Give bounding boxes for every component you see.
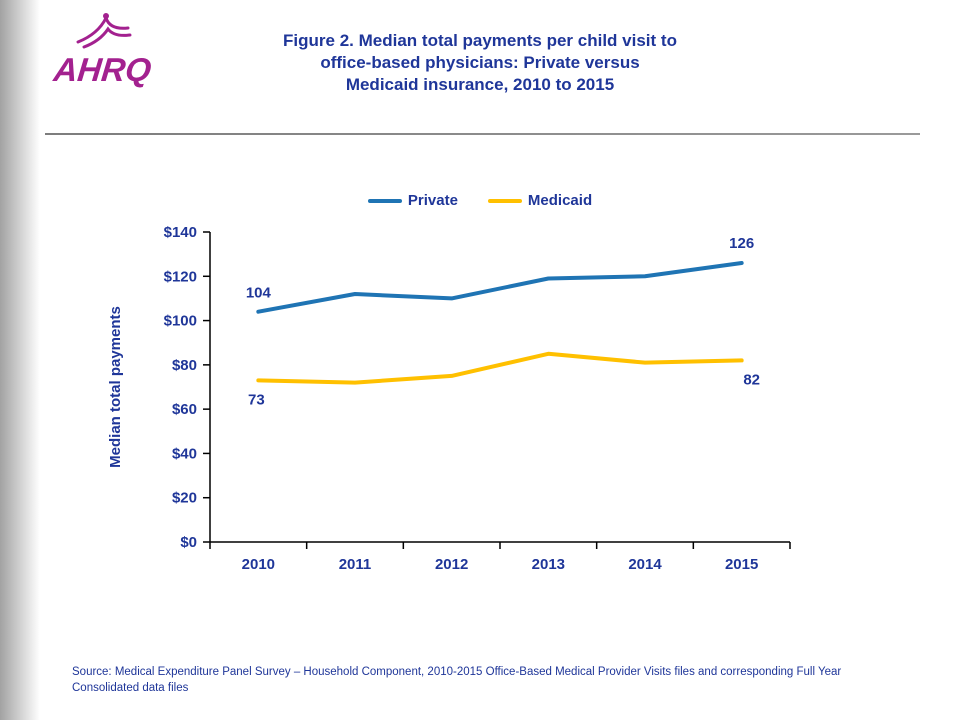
x-tick-label: 2011 — [339, 556, 372, 573]
legend-label-private: Private — [407, 192, 458, 209]
y-tick-label: $20 — [172, 490, 197, 507]
ahrq-eagle-icon — [76, 13, 131, 49]
data-label: 82 — [743, 371, 760, 388]
x-tick-label: 2014 — [628, 556, 662, 573]
x-tick-label: 2013 — [532, 556, 565, 573]
ahrq-logo: AHRQ — [40, 6, 165, 88]
private-line-swatch — [367, 198, 402, 203]
source-note: Source: Medical Expenditure Panel Survey… — [72, 666, 842, 694]
header-divider — [45, 133, 920, 135]
data-label: 126 — [729, 235, 754, 252]
series-line-private — [256, 261, 744, 314]
y-axis-title: Median total payments — [107, 306, 124, 468]
legend-item-private: Private — [367, 192, 458, 209]
x-tick-label: 2015 — [725, 556, 758, 573]
data-label: 104 — [246, 285, 272, 302]
y-tick-label: $100 — [164, 313, 197, 330]
legend-label-medicaid: Medicaid — [527, 192, 593, 209]
y-tick-label: $0 — [180, 534, 197, 551]
x-tick-label: 2012 — [435, 556, 468, 573]
chart-legend: Private Medicaid — [100, 192, 860, 209]
figure-title-line-2: office-based physicians: Private versus — [320, 53, 640, 72]
series-line-medicaid — [256, 351, 744, 385]
medicaid-line-swatch — [487, 198, 522, 203]
y-tick-label: $120 — [164, 268, 197, 285]
figure-title-line-3: Medicaid insurance, 2010 to 2015 — [345, 75, 615, 94]
left-gradient-band — [0, 0, 40, 720]
y-tick-label: $60 — [172, 401, 197, 418]
figure-title: Figure 2. Median total payments per chil… — [0, 30, 960, 96]
y-tick-label: $140 — [164, 224, 197, 241]
data-label: 73 — [248, 391, 265, 408]
x-tick-label: 2010 — [242, 556, 275, 573]
line-chart-svg: $0 $20 $40 $60 $80 $100 $120 $140 2010 2011 2012 20… — [107, 224, 791, 573]
figure-title-line-1: Figure 2. Median total payments per chil… — [283, 31, 677, 50]
y-tick-label: $80 — [172, 357, 197, 374]
y-tick-label: $40 — [172, 445, 197, 462]
legend-item-medicaid: Medicaid — [487, 192, 593, 209]
